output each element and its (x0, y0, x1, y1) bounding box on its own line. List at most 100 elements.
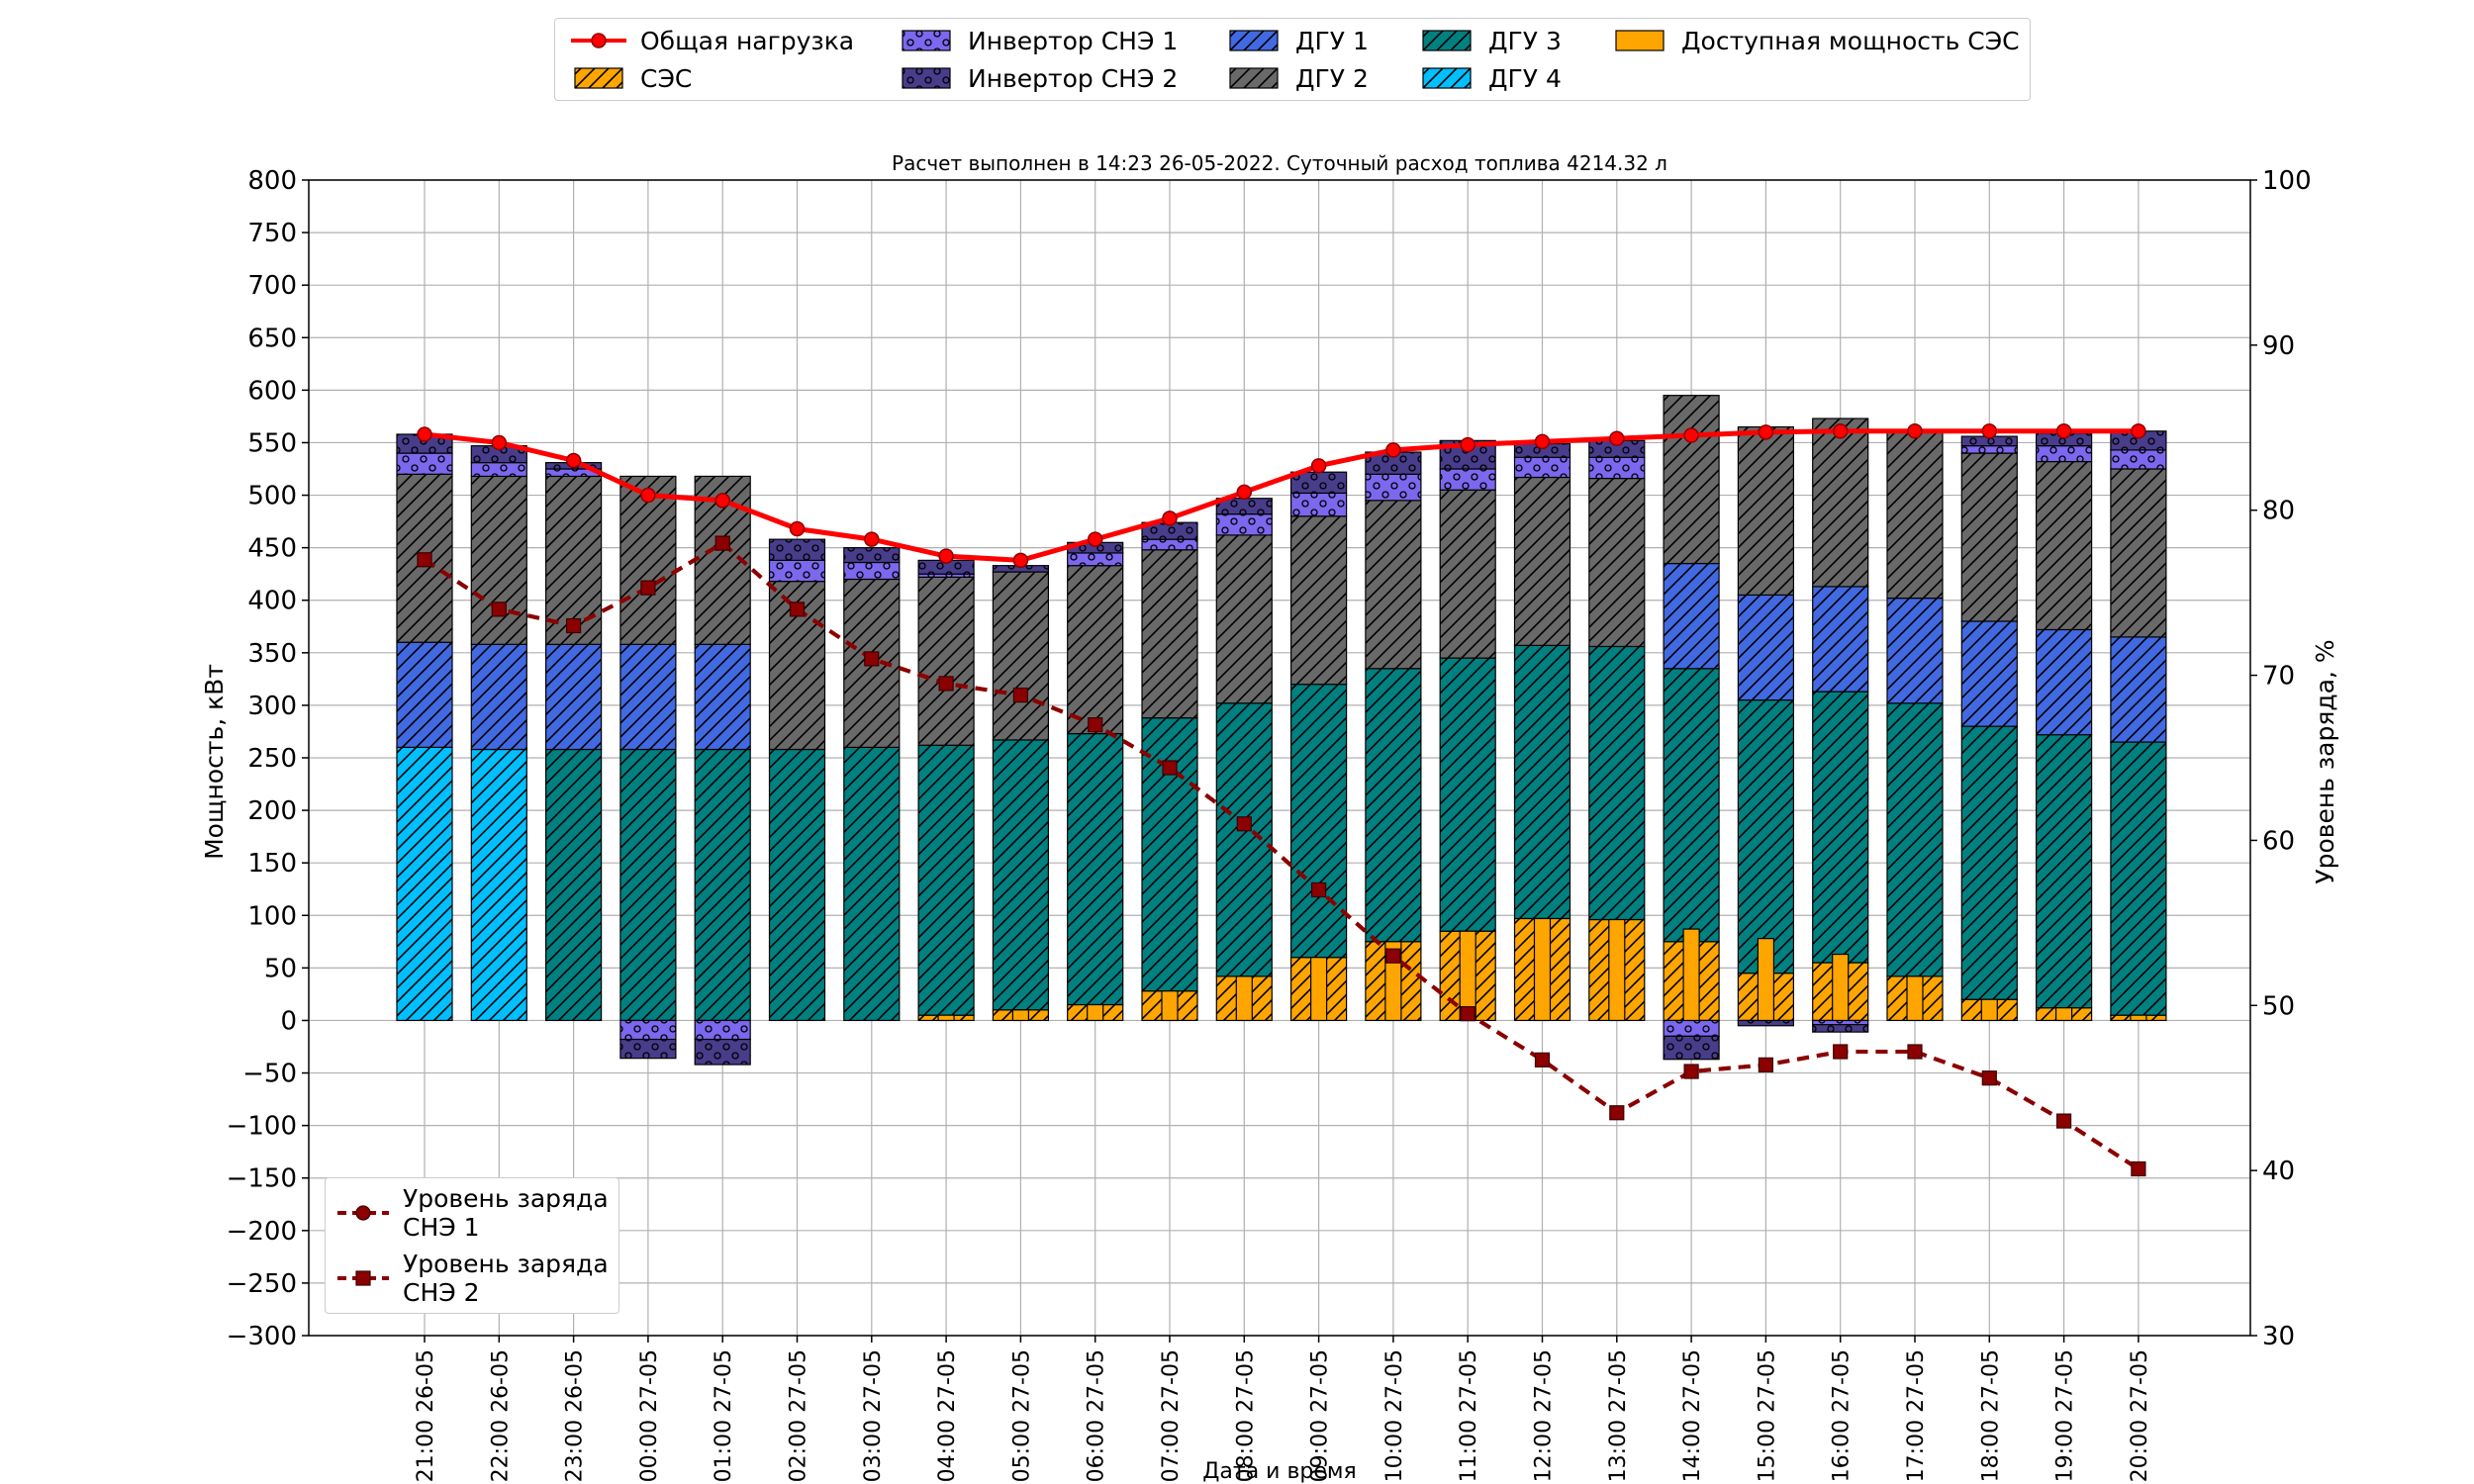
legend-item-dgu-3: ДГУ 3 (1417, 23, 1562, 58)
bar-ses-available (1235, 975, 1253, 1022)
x-tick-label: 10:00 27-05 (1382, 1349, 1407, 1482)
total-load-point (938, 548, 954, 564)
x-tick-label: 12:00 27-05 (1532, 1349, 1557, 1482)
bar-segment-pattern (769, 560, 825, 582)
soc-point (1981, 1070, 1997, 1086)
x-tick-label: 06:00 27-05 (1085, 1349, 1109, 1482)
bars (396, 395, 2167, 1066)
soc-point (864, 651, 880, 667)
bar-segment-pattern (769, 749, 825, 1021)
bar-segment-pattern (1440, 469, 1496, 491)
legend-label: Уровень заряда СНЭ 1 (403, 1184, 609, 1242)
bar-segment-pattern (1216, 702, 1273, 976)
bar-ses-available (1980, 998, 1998, 1022)
x-tick-label: 02:00 27-05 (787, 1349, 811, 1482)
top-legend: Общая нагрузка СЭС Инвертор СНЭ 1 Инверт… (554, 18, 2031, 101)
bar-segment-pattern (2036, 445, 2092, 462)
bar-segment-pattern (1664, 563, 1720, 669)
soc-point (1385, 948, 1401, 964)
bar-segment-pattern (619, 1039, 676, 1059)
total-load-point (1981, 423, 1998, 439)
bar-segment-pattern (471, 749, 527, 1021)
soc-point (1534, 1052, 1551, 1067)
total-load-point (565, 452, 582, 469)
soc-point (1236, 816, 1252, 832)
bar-segment-pattern (397, 747, 452, 1021)
soc-point (2131, 1160, 2146, 1177)
y2-tick-label: 80 (2262, 497, 2295, 526)
legend-label: Доступная мощность СЭС (1681, 26, 2020, 55)
bar-segment-pattern (2036, 461, 2092, 630)
hatched-box-icon (1229, 67, 1279, 89)
solid-box-icon (1615, 30, 1665, 51)
bar-segment-pattern (545, 644, 602, 750)
bar-segment-pattern (1067, 552, 1123, 566)
legend-label: Общая нагрузка (640, 26, 855, 55)
total-load-point (1012, 552, 1029, 569)
bar-segment-pattern (918, 745, 975, 1016)
total-load-point (2131, 423, 2146, 439)
bar-segment-pattern (918, 574, 975, 578)
bar-segment-pattern (918, 577, 975, 746)
bar-segment-pattern (843, 562, 900, 580)
bar-segment-pattern (1290, 472, 1347, 494)
bar-segment-pattern (769, 539, 825, 561)
x-tick-label: 11:00 27-05 (1457, 1349, 1481, 1482)
total-load-point (1609, 430, 1625, 446)
bar-segment-pattern (1887, 598, 1943, 703)
legend-item-dgu-4: ДГУ 4 (1417, 60, 1562, 96)
legend-label: ДГУ 4 (1488, 63, 1562, 93)
bar-segment-pattern (471, 476, 527, 645)
soc-line (423, 540, 2140, 1171)
axes: −300 −250 −200 −150 −100 −50 0 50 100 150 200 250 30… (227, 166, 2312, 1482)
soc-point (1460, 1006, 1475, 1022)
legend-item-dgu-1: ДГУ 1 (1224, 23, 1369, 58)
soc-point (1683, 1064, 1699, 1079)
y-tick-label: −150 (227, 1164, 297, 1194)
bar-segment-pattern (1812, 418, 1868, 587)
total-load-point (1907, 423, 1923, 439)
legend-label: Инвертор СНЭ 2 (968, 63, 1179, 93)
soc-point (491, 602, 507, 617)
bar-segment-pattern (2110, 430, 2166, 450)
bar-segment-pattern (993, 565, 1049, 573)
bar-ses-available (2130, 1014, 2147, 1022)
total-load-point (714, 493, 730, 509)
x-tick-label: 00:00 27-05 (637, 1349, 662, 1482)
bar-segment-pattern (1365, 500, 1421, 669)
bar-segment-pattern (1067, 542, 1123, 553)
bar-ses-available (937, 1014, 955, 1022)
total-load-point (1087, 531, 1103, 547)
dotted-box-icon (902, 67, 951, 89)
bar-ses-available (1757, 938, 1775, 1022)
soc-point (714, 535, 730, 551)
soc-point (640, 580, 656, 596)
bar-segment-pattern (2036, 734, 2092, 1008)
y-tick-label: 700 (247, 271, 297, 301)
legend-item-inverter-2: Инвертор СНЭ 2 (897, 60, 1178, 96)
bar-ses-available (1533, 917, 1552, 1022)
total-load-point (1310, 458, 1327, 474)
bar-segment-pattern (471, 445, 527, 463)
bar-ses-available (1309, 957, 1328, 1022)
bar-segment-pattern (1738, 1020, 1794, 1026)
total-load-point (1534, 433, 1551, 450)
bar-segment-pattern (397, 433, 452, 454)
bar-segment-pattern (1514, 477, 1570, 646)
legend-label: СЭС (640, 63, 693, 93)
bar-segment-pattern (993, 572, 1049, 740)
bar-segment-pattern (1216, 513, 1273, 535)
legend-label: ДГУ 1 (1295, 26, 1369, 55)
y2-tick-label: 60 (2262, 826, 2295, 856)
bar-segment-pattern (1067, 565, 1123, 734)
x-axis-label: Дата и время (1202, 1459, 1357, 1484)
bar-segment-pattern (1440, 658, 1496, 932)
bar-segment-pattern (1514, 457, 1570, 478)
total-load-point (1758, 424, 1774, 440)
y-tick-label: 750 (247, 219, 297, 248)
soc-point (789, 602, 806, 617)
y2-tick-label: 40 (2262, 1157, 2295, 1186)
soc-point (565, 617, 582, 634)
legend-label: ДГУ 3 (1488, 26, 1562, 55)
